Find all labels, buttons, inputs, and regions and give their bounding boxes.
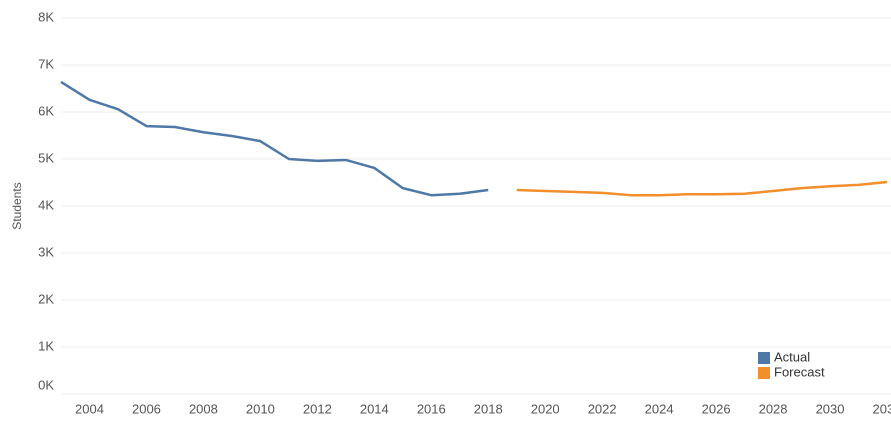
x-tick-label: 2028 [759,401,788,416]
x-tick-label: 2032 [873,401,891,416]
y-tick-label: 4K [38,197,54,212]
x-tick-label: 2008 [189,401,218,416]
x-tick-label: 2012 [303,401,332,416]
legend-label: Forecast [774,364,825,379]
y-tick-label: 2K [38,291,54,306]
x-tick-label: 2014 [360,401,389,416]
y-tick-label: 1K [38,338,54,353]
x-tick-label: 2026 [702,401,731,416]
y-tick-label: 0K [38,377,54,392]
x-tick-label: 2018 [474,401,503,416]
y-tick-label: 5K [38,150,54,165]
line [60,80,489,197]
y-tick-label: 7K [38,56,54,71]
y-tick-label: 8K [38,9,54,24]
x-tick-label: 2010 [246,401,275,416]
x-tick-label: 2020 [531,401,560,416]
y-axis-label: Students [10,182,24,229]
y-tick-label: 3K [38,244,54,259]
y-tick-label: 6K [38,103,54,118]
x-tick-label: 2004 [75,401,104,416]
legend-label: Actual [774,349,810,364]
x-tick-label: 2006 [132,401,161,416]
x-tick-label: 2016 [417,401,446,416]
x-tick-label: 2024 [645,401,674,416]
line [516,180,888,197]
legend-swatch [758,367,770,379]
x-tick-label: 2022 [588,401,617,416]
x-tick-label: 2030 [816,401,845,416]
legend-swatch [758,352,770,364]
